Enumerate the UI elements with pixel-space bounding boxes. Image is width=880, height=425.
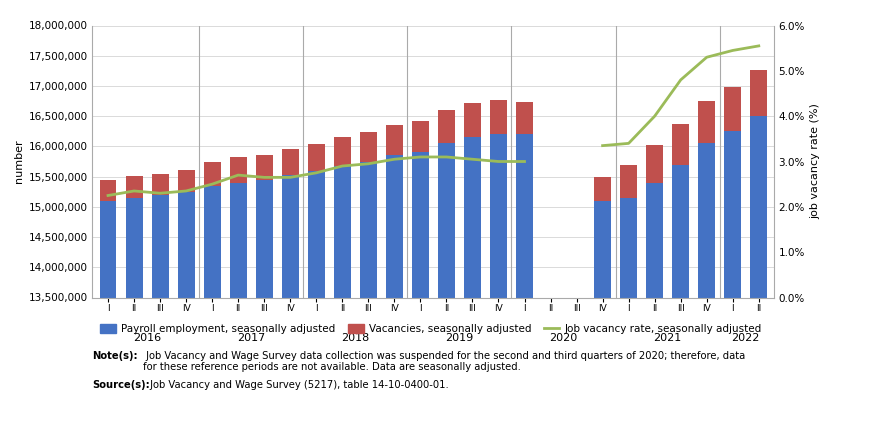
Bar xyxy=(646,183,664,298)
Text: Note(s):: Note(s): xyxy=(92,351,138,361)
Bar xyxy=(256,180,273,298)
Bar xyxy=(724,87,741,131)
Bar xyxy=(594,201,611,298)
Bar xyxy=(516,134,533,298)
Bar xyxy=(646,145,664,183)
Bar xyxy=(412,121,429,153)
Text: 2016: 2016 xyxy=(133,333,161,343)
Bar xyxy=(698,101,715,143)
Bar xyxy=(99,201,116,298)
Bar xyxy=(438,143,455,298)
Bar xyxy=(672,124,689,164)
Bar xyxy=(282,175,298,298)
Bar xyxy=(412,153,429,298)
Text: Job Vacancy and Wage Survey (5217), table 14-10-0400-01.: Job Vacancy and Wage Survey (5217), tabl… xyxy=(147,380,449,390)
Bar xyxy=(360,133,377,162)
Bar xyxy=(151,195,169,298)
Text: Source(s):: Source(s): xyxy=(92,380,150,390)
Bar xyxy=(308,144,325,170)
Bar xyxy=(594,177,611,201)
Bar xyxy=(99,180,116,201)
Bar xyxy=(334,166,351,298)
Bar xyxy=(386,125,403,156)
Bar xyxy=(230,157,246,183)
Bar xyxy=(438,110,455,143)
Text: 2021: 2021 xyxy=(654,333,682,343)
Bar xyxy=(464,137,480,298)
Bar xyxy=(751,116,767,298)
Bar xyxy=(126,198,143,298)
Bar xyxy=(334,137,351,166)
Bar xyxy=(620,198,637,298)
Legend: Payroll employment, seasonally adjusted, Vacancies, seasonally adjusted, Job vac: Payroll employment, seasonally adjusted,… xyxy=(96,320,766,338)
Bar xyxy=(126,176,143,198)
Text: 2022: 2022 xyxy=(731,333,760,343)
Bar xyxy=(256,155,273,180)
Text: Job Vacancy and Wage Survey data collection was suspended for the second and thi: Job Vacancy and Wage Survey data collect… xyxy=(143,351,744,372)
Bar xyxy=(203,162,221,186)
Bar xyxy=(203,186,221,298)
Bar xyxy=(672,164,689,298)
Text: 2020: 2020 xyxy=(549,333,577,343)
Bar xyxy=(516,102,533,134)
Bar xyxy=(620,164,637,198)
Y-axis label: job vacancy rate (%): job vacancy rate (%) xyxy=(810,104,820,219)
Bar xyxy=(178,192,194,298)
Text: 2019: 2019 xyxy=(445,333,473,343)
Bar xyxy=(751,70,767,116)
Bar xyxy=(490,100,507,134)
Text: 2017: 2017 xyxy=(237,333,265,343)
Y-axis label: number: number xyxy=(13,140,24,183)
Text: 2018: 2018 xyxy=(341,333,370,343)
Bar xyxy=(360,162,377,298)
Bar xyxy=(386,156,403,298)
Bar xyxy=(308,170,325,298)
Bar xyxy=(151,173,169,195)
Bar xyxy=(282,150,298,175)
Bar xyxy=(724,131,741,298)
Bar xyxy=(178,170,194,192)
Bar xyxy=(230,183,246,298)
Bar xyxy=(490,134,507,298)
Bar xyxy=(464,103,480,137)
Bar xyxy=(698,143,715,298)
